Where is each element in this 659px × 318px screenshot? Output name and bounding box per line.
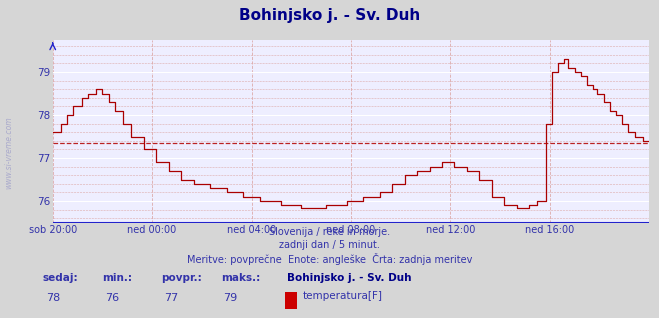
Text: zadnji dan / 5 minut.: zadnji dan / 5 minut. xyxy=(279,240,380,250)
Text: maks.:: maks.: xyxy=(221,273,260,283)
Text: 77: 77 xyxy=(164,294,179,303)
Text: Bohinjsko j. - Sv. Duh: Bohinjsko j. - Sv. Duh xyxy=(239,8,420,23)
Text: 76: 76 xyxy=(105,294,119,303)
Text: temperatura[F]: temperatura[F] xyxy=(303,292,383,301)
Text: 78: 78 xyxy=(45,294,60,303)
Text: min.:: min.: xyxy=(102,273,132,283)
Text: Meritve: povprečne  Enote: angleške  Črta: zadnja meritev: Meritve: povprečne Enote: angleške Črta:… xyxy=(186,253,473,265)
Text: Slovenija / reke in morje.: Slovenija / reke in morje. xyxy=(269,227,390,237)
Text: sedaj:: sedaj: xyxy=(43,273,78,283)
Text: www.si-vreme.com: www.si-vreme.com xyxy=(4,116,13,189)
Text: povpr.:: povpr.: xyxy=(161,273,202,283)
Text: 79: 79 xyxy=(223,294,238,303)
Text: Bohinjsko j. - Sv. Duh: Bohinjsko j. - Sv. Duh xyxy=(287,273,411,283)
